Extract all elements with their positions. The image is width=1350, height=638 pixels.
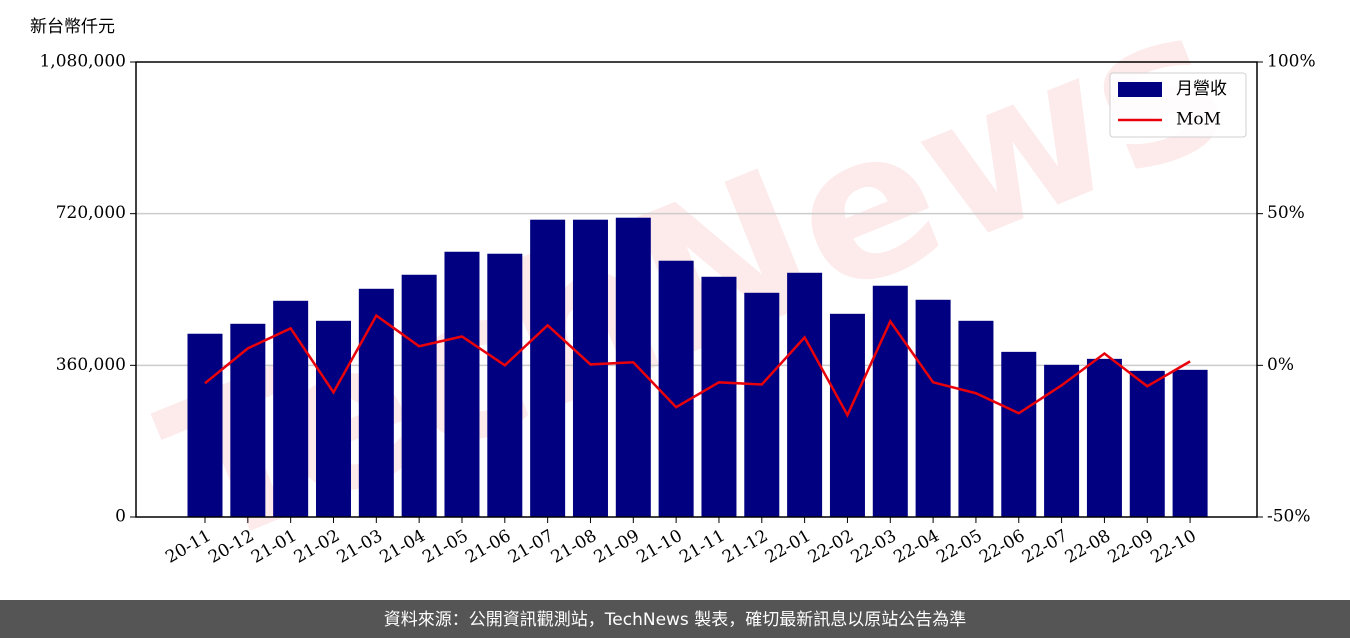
bar (273, 300, 309, 517)
bar (915, 299, 951, 517)
bar (187, 333, 223, 517)
y-tick-label: 720,000 (56, 203, 126, 223)
x-tick-label: 21-10 (633, 526, 685, 568)
x-tick-label: 21-06 (462, 526, 514, 568)
bar (487, 253, 523, 518)
bar (530, 219, 566, 517)
y2-tick-label: 100% (1267, 52, 1316, 72)
plot-frame (135, 61, 1258, 518)
y2-tick-label: 50% (1267, 203, 1305, 223)
bar (315, 320, 351, 517)
bar (1086, 358, 1122, 517)
x-tick-label: 22-01 (762, 526, 814, 568)
bar (230, 323, 266, 517)
footer-bar (0, 600, 1350, 638)
x-tick-label: 22-02 (805, 526, 857, 568)
bar (701, 276, 737, 517)
legend-label: MoM (1176, 110, 1221, 130)
bar (572, 219, 608, 517)
x-tick-label: 21-08 (548, 526, 600, 568)
bar (1129, 370, 1165, 517)
x-tick-label: 22-05 (933, 526, 985, 568)
x-tick-label: 22-04 (890, 526, 942, 568)
legend-label: 月營收 (1176, 79, 1227, 99)
x-tick-label: 21-12 (719, 526, 771, 568)
x-tick-label: 21-07 (505, 526, 557, 568)
y-tick-label: 360,000 (56, 355, 126, 375)
y2-tick-label: -50% (1267, 507, 1311, 527)
bar (401, 274, 437, 517)
bar (658, 260, 694, 517)
bar (1044, 364, 1080, 517)
x-tick-label: 22-09 (1105, 526, 1157, 568)
y2-tick-label: 0% (1267, 355, 1294, 375)
y-axis-label: 新台幣仟元 (30, 17, 115, 37)
x-tick-label: 21-11 (676, 526, 728, 568)
x-tick-label: 22-06 (976, 526, 1028, 568)
x-tick-label: 21-09 (591, 526, 643, 568)
bar (787, 272, 823, 517)
bar (1001, 351, 1037, 517)
x-tick-label: 22-07 (1019, 526, 1071, 568)
x-tick-label: 20-11 (162, 526, 214, 568)
x-tick-label: 22-03 (848, 526, 900, 568)
x-tick-label: 21-05 (419, 526, 471, 568)
line (204, 313, 1191, 418)
bar (1172, 369, 1208, 517)
y-tick-label: 0 (115, 507, 126, 527)
x-tick-label: 22-08 (1062, 526, 1114, 568)
bar (615, 217, 651, 517)
x-tick-label: 22-10 (1147, 526, 1199, 568)
x-tick-label: 21-04 (376, 526, 428, 568)
footer: 資料來源：公開資訊觀測站，TechNews 製表，確切最新訊息以原站公告為準 (384, 610, 966, 630)
y-tick-label: 1,080,000 (39, 52, 126, 72)
legend-swatch (1118, 82, 1162, 97)
bar (358, 288, 394, 517)
bar (958, 320, 994, 517)
bar (444, 251, 480, 518)
bar (744, 292, 780, 517)
